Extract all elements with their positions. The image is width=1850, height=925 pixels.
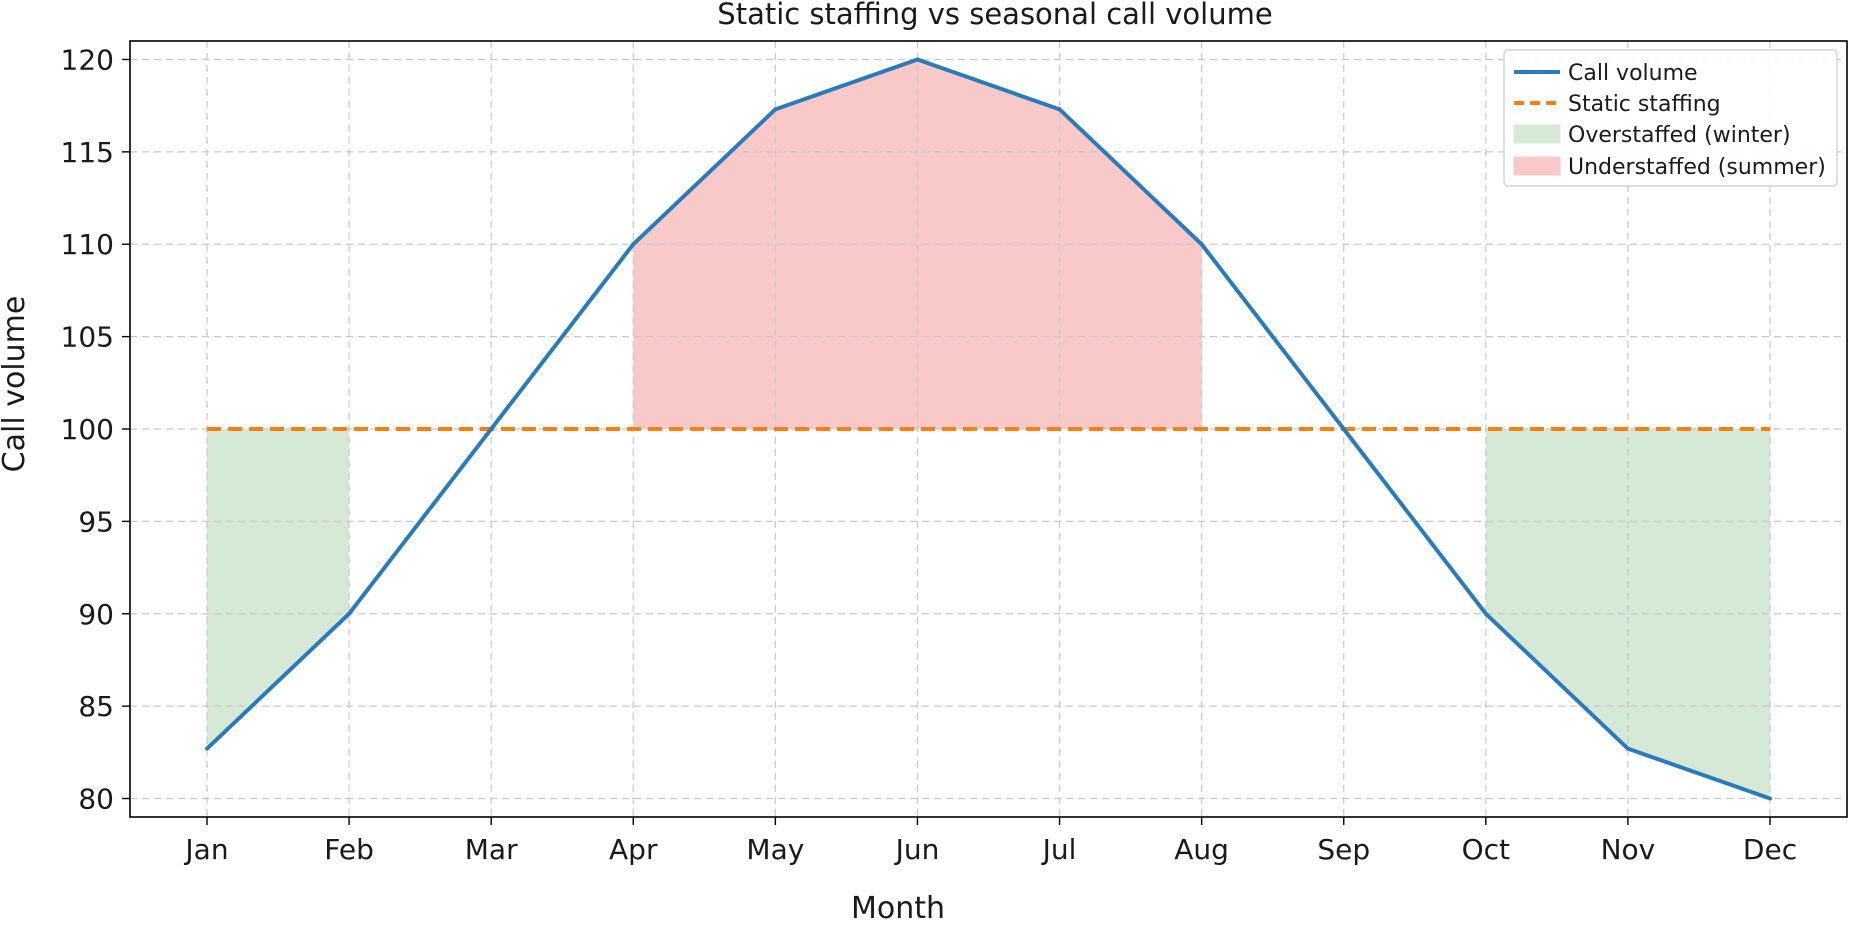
y-tick-label: 90	[78, 598, 114, 631]
x-tick-label: Aug	[1174, 833, 1229, 866]
axes	[122, 40, 1848, 825]
series-lines	[205, 57, 1772, 801]
x-tick-label: Nov	[1601, 833, 1656, 866]
x-tick-label: May	[746, 833, 804, 866]
y-tick-label: 85	[78, 690, 114, 723]
legend-label: Understaffed (summer)	[1568, 155, 1826, 180]
call-volume-point	[1199, 242, 1204, 247]
legend-label: Static staffing	[1568, 92, 1721, 117]
call-volume-point	[489, 427, 494, 431]
y-axis-label: Call volume	[0, 296, 32, 473]
call-volume-point	[915, 57, 920, 62]
call-volume-point	[205, 746, 209, 751]
call-volume-point	[773, 107, 778, 112]
legend-swatch	[1513, 156, 1561, 176]
call-volume-point	[1341, 427, 1346, 431]
x-tick-label: Oct	[1462, 833, 1510, 866]
x-tick-label: Feb	[324, 833, 374, 866]
x-tick-label: Mar	[465, 833, 518, 866]
y-tick-label: 100	[61, 413, 114, 446]
shaded-region-1-2	[1485, 429, 1770, 799]
y-tick-label: 115	[61, 136, 114, 169]
call-volume-point	[347, 611, 352, 616]
y-tick-label: 110	[61, 228, 114, 261]
legend-box	[1503, 49, 1838, 187]
chart-title: Static staffing vs seasonal call volume	[717, 0, 1272, 31]
y-tick-label: 120	[61, 43, 114, 76]
shaded-region-1-1	[207, 429, 350, 749]
x-tick-label: Jan	[183, 833, 228, 866]
call-volume-point	[1483, 611, 1488, 616]
y-tick-label: 95	[78, 505, 114, 538]
call-volume-point	[631, 242, 636, 247]
legend: Call volume Static staffing Overstaffed (w…	[1503, 49, 1838, 187]
x-tick-label: Jul	[1041, 833, 1077, 866]
call-volume-line	[205, 57, 1771, 801]
y-tick-label: 105	[61, 321, 114, 354]
x-tick-label: Jun	[894, 833, 940, 866]
tick-labels: Jan Feb Mar Apr May Jun Jul Aug Sep Oct Nov Dec 80 85…	[61, 43, 1798, 866]
legend-swatch	[1513, 124, 1561, 144]
legend-label: Call volume	[1568, 61, 1698, 86]
legend-label: Overstaffed (winter)	[1568, 123, 1791, 148]
x-tick-label: Apr	[609, 833, 658, 866]
call-volume-point	[1625, 746, 1630, 751]
y-tick-label: 80	[78, 783, 114, 816]
x-tick-label: Dec	[1743, 833, 1797, 866]
call-volume-point	[1768, 796, 1772, 801]
x-tick-label: Sep	[1317, 833, 1370, 866]
x-axis-label: Month	[851, 891, 945, 921]
call-volume-point	[1057, 107, 1062, 112]
